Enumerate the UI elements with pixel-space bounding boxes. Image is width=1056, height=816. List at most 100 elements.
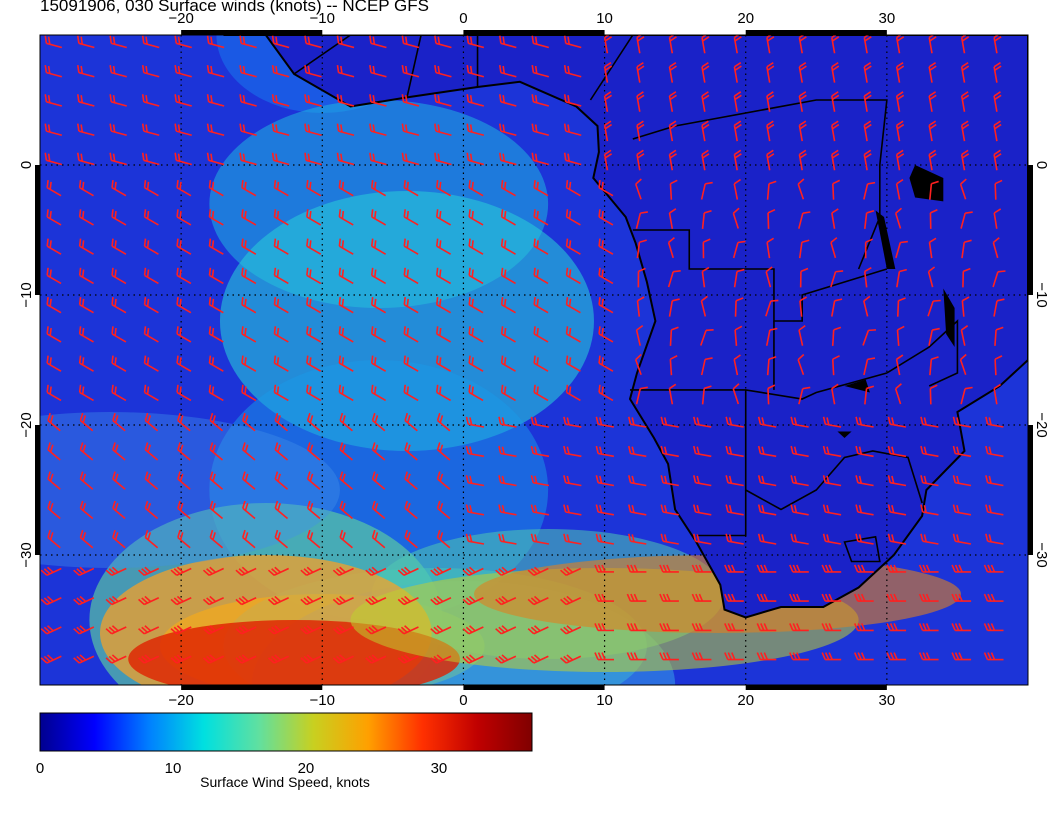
wind-barb bbox=[668, 120, 677, 142]
wind-barb bbox=[209, 412, 224, 432]
wind-barb bbox=[78, 267, 94, 285]
wind-barb bbox=[985, 475, 1004, 487]
wind-barb bbox=[831, 383, 839, 405]
wind-barb bbox=[822, 533, 842, 545]
wind-barb bbox=[628, 416, 647, 428]
colorbar-label: Surface Wind Speed, knots bbox=[200, 774, 370, 790]
lon-tick-label-top: −20 bbox=[168, 10, 193, 27]
wind-barb bbox=[863, 120, 872, 142]
wind-barb bbox=[766, 237, 775, 259]
wind-barb bbox=[208, 180, 224, 197]
wind-barb bbox=[177, 529, 191, 549]
wind-barb bbox=[339, 471, 353, 490]
wind-barb bbox=[766, 180, 777, 200]
wind-barb bbox=[668, 298, 680, 317]
wind-barb bbox=[239, 64, 257, 78]
wind-barb bbox=[430, 566, 452, 577]
wind-barb bbox=[435, 384, 452, 402]
wind-barb bbox=[565, 180, 581, 197]
wind-barb bbox=[733, 268, 745, 288]
wind-barb bbox=[895, 354, 904, 376]
wind-barb bbox=[465, 475, 485, 487]
wind-barb bbox=[371, 471, 386, 490]
wind-barb bbox=[659, 564, 679, 573]
wind-barb bbox=[78, 238, 94, 255]
wind-barb bbox=[598, 297, 614, 314]
wind-barb bbox=[300, 625, 322, 635]
wind-barb bbox=[952, 445, 972, 458]
wind-barb bbox=[952, 533, 972, 545]
wind-barb bbox=[598, 384, 614, 402]
wind-barb bbox=[143, 384, 159, 402]
wind-barb bbox=[495, 566, 517, 577]
wind-barb bbox=[112, 412, 126, 432]
wind-barb bbox=[46, 384, 62, 402]
wind-barb bbox=[598, 267, 614, 285]
wind-barb bbox=[530, 533, 550, 545]
wind-barb bbox=[724, 623, 744, 632]
lake bbox=[909, 165, 944, 202]
wind-barb bbox=[273, 326, 289, 343]
wind-barb bbox=[500, 267, 516, 285]
wind-barb bbox=[304, 152, 322, 166]
wind-barb bbox=[765, 266, 773, 288]
wind-barb bbox=[724, 652, 744, 661]
wind-barb bbox=[927, 299, 941, 317]
wind-barb bbox=[209, 529, 224, 549]
wind-barb bbox=[465, 533, 485, 545]
wind-barb bbox=[855, 504, 874, 516]
wind-barb bbox=[701, 61, 710, 83]
colorbar-tick-label: 0 bbox=[36, 760, 44, 777]
wind-barb bbox=[635, 324, 644, 346]
wind-barb bbox=[40, 625, 62, 635]
wind-barb bbox=[78, 326, 94, 343]
wind-barb bbox=[397, 625, 419, 635]
wind-barb bbox=[821, 593, 842, 602]
wind-barb bbox=[887, 504, 907, 516]
wind-barb bbox=[404, 412, 418, 432]
wind-barb bbox=[500, 326, 516, 343]
wind-barb bbox=[565, 355, 581, 372]
wind-barb bbox=[691, 564, 712, 573]
wind-barb bbox=[239, 35, 257, 49]
wind-barb bbox=[500, 384, 516, 402]
wind-barb bbox=[734, 297, 744, 317]
wind-barb bbox=[563, 416, 582, 428]
wind-barb bbox=[896, 297, 906, 317]
wind-barb bbox=[628, 475, 647, 487]
wind-barb bbox=[336, 64, 355, 78]
wind-barb bbox=[500, 355, 516, 372]
plot-area bbox=[40, 35, 1028, 685]
wind-barb bbox=[798, 61, 807, 83]
wind-barb bbox=[668, 91, 677, 112]
wind-barb bbox=[635, 386, 648, 405]
wind-barb bbox=[533, 180, 549, 197]
wind-barb bbox=[598, 355, 614, 372]
wind-barb bbox=[862, 329, 877, 346]
wind-barb bbox=[242, 500, 256, 520]
wind-barb bbox=[500, 209, 516, 226]
wind-barb bbox=[659, 593, 679, 602]
wind-barb bbox=[209, 500, 224, 520]
wind-barb bbox=[206, 152, 225, 166]
colorbar-ticks: 0 10 20 30 bbox=[36, 760, 447, 777]
wind-barb bbox=[495, 625, 517, 635]
wind-barb bbox=[76, 152, 95, 166]
wind-barb bbox=[209, 442, 224, 461]
wind-barb bbox=[701, 209, 712, 229]
wind-barb bbox=[756, 652, 777, 661]
wind-barb bbox=[598, 238, 614, 255]
wind-barb bbox=[401, 152, 420, 166]
wind-barb bbox=[961, 239, 972, 259]
wind-barb bbox=[928, 120, 937, 142]
wind-barb bbox=[533, 267, 549, 285]
colorbar-tick-label: 30 bbox=[431, 760, 448, 777]
wind-barb bbox=[338, 209, 354, 226]
wind-barb bbox=[78, 180, 94, 197]
wind-barb bbox=[462, 625, 484, 635]
wind-barb bbox=[79, 529, 94, 549]
wind-barb bbox=[928, 61, 937, 83]
lon-tick-label-bottom: 30 bbox=[879, 692, 896, 709]
wind-barb bbox=[628, 504, 647, 516]
wind-barb bbox=[111, 209, 127, 226]
